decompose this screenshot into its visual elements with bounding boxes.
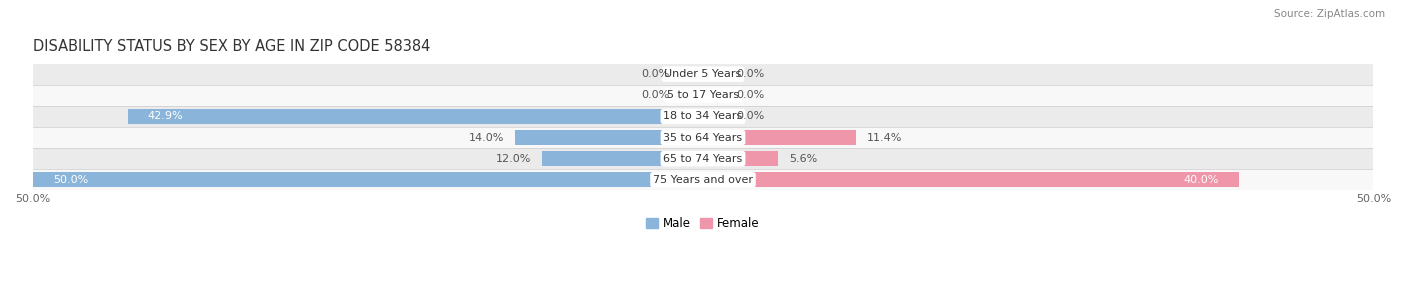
Text: Source: ZipAtlas.com: Source: ZipAtlas.com [1274, 9, 1385, 19]
Text: Under 5 Years: Under 5 Years [665, 69, 741, 79]
Bar [32, 169, 1374, 190]
Text: 14.0%: 14.0% [470, 133, 505, 142]
Bar [515, 130, 703, 145]
Legend: Male, Female: Male, Female [641, 212, 765, 235]
Text: 12.0%: 12.0% [496, 154, 531, 164]
Text: 35 to 64 Years: 35 to 64 Years [664, 133, 742, 142]
Text: DISABILITY STATUS BY SEX BY AGE IN ZIP CODE 58384: DISABILITY STATUS BY SEX BY AGE IN ZIP C… [32, 39, 430, 54]
Text: 0.0%: 0.0% [641, 69, 669, 79]
Bar [703, 151, 778, 166]
Text: 0.0%: 0.0% [737, 111, 765, 121]
Bar [32, 148, 1374, 169]
Text: 5.6%: 5.6% [789, 154, 817, 164]
Text: 0.0%: 0.0% [737, 69, 765, 79]
Bar [703, 172, 1239, 187]
Bar [32, 127, 1374, 148]
Text: 5 to 17 Years: 5 to 17 Years [666, 90, 740, 100]
Bar [128, 109, 703, 124]
Bar [32, 106, 1374, 127]
Text: 11.4%: 11.4% [866, 133, 901, 142]
Text: 0.0%: 0.0% [737, 90, 765, 100]
Bar [32, 172, 703, 187]
Text: 42.9%: 42.9% [148, 111, 184, 121]
Bar [32, 63, 1374, 85]
Text: 40.0%: 40.0% [1184, 175, 1219, 185]
Text: 18 to 34 Years: 18 to 34 Years [664, 111, 742, 121]
Bar [703, 130, 856, 145]
Text: 50.0%: 50.0% [53, 175, 89, 185]
Bar [543, 151, 703, 166]
Text: 65 to 74 Years: 65 to 74 Years [664, 154, 742, 164]
Text: 0.0%: 0.0% [641, 90, 669, 100]
Text: 75 Years and over: 75 Years and over [652, 175, 754, 185]
Bar [32, 85, 1374, 106]
